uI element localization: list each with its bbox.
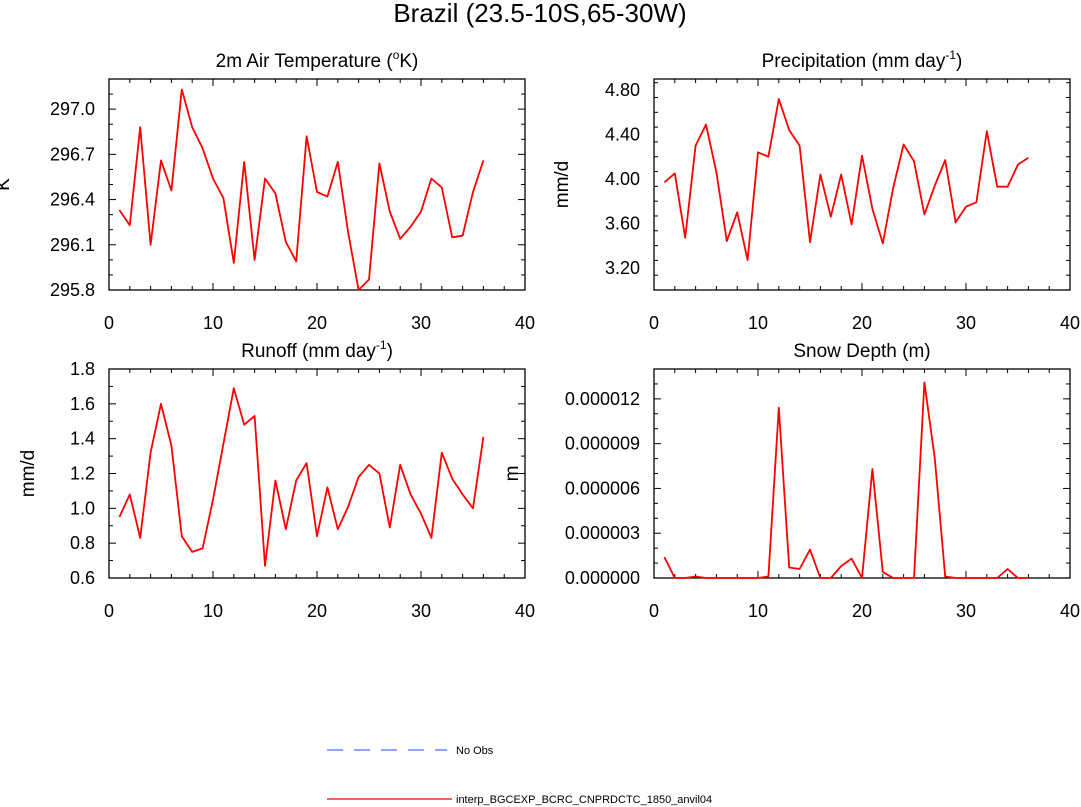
plot-frame <box>108 368 526 579</box>
legend-label-no-obs: No Obs <box>456 745 494 757</box>
x-tick-label: 30 <box>411 313 431 333</box>
plot-frame <box>653 368 1071 579</box>
y-tick-label: 0.6 <box>70 568 95 588</box>
x-tick-label: 0 <box>649 313 659 333</box>
x-tick-label: 10 <box>203 313 223 333</box>
x-tick-label: 20 <box>852 313 872 333</box>
y-tick-label: 3.20 <box>605 258 640 278</box>
x-tick-label: 0 <box>649 601 659 621</box>
series-line-temperature <box>118 88 485 291</box>
y-tick-label: 4.40 <box>605 125 640 145</box>
panel-runoff: 0 10 20 30 40 0.6 0.8 1.0 1.2 1.4 1.6 1.8 Runoff (mm… <box>18 338 535 621</box>
x-tick-label: 10 <box>203 601 223 621</box>
x-tick-label: 30 <box>956 601 976 621</box>
y-tick-label: 4.80 <box>605 80 640 100</box>
panel-precipitation: 0 10 20 30 40 3.20 3.60 4.00 4.40 4.80 Precipitati… <box>552 48 1080 333</box>
y-axis-label: mm/d <box>552 161 573 209</box>
y-tick-label: 1.4 <box>70 429 95 449</box>
y-tick-label: 3.60 <box>605 213 640 233</box>
y-tick-label: 0.000009 <box>565 434 640 454</box>
x-tick-label: 20 <box>307 601 327 621</box>
y-tick-label: 1.6 <box>70 394 95 414</box>
panel-title: Snow Depth (m) <box>793 341 930 362</box>
y-tick-label: 296.1 <box>50 235 95 255</box>
y-axis-label: K <box>0 178 14 191</box>
y-tick-label: 1.0 <box>70 498 95 518</box>
y-tick-label: 0.8 <box>70 533 95 553</box>
y-tick-label: 0.000003 <box>565 523 640 543</box>
panel-title: Runoff (mm day-1) <box>241 338 393 362</box>
series-line-snow-depth <box>663 381 1029 579</box>
plot-frame <box>653 78 1071 291</box>
series-line-runoff <box>118 387 485 567</box>
y-tick-label: 0.000012 <box>565 389 640 409</box>
y-axis-label: m <box>502 466 523 482</box>
x-tick-label: 10 <box>748 601 768 621</box>
chart-panels: 0 10 20 30 40 295.8 296.1 296.4 296.7 297.0 2m Air… <box>0 48 1080 621</box>
panel-temperature: 0 10 20 30 40 295.8 296.1 296.4 296.7 297.0 2m Air… <box>0 48 535 333</box>
figure-title: Brazil (23.5-10S,65-30W) <box>393 0 686 28</box>
x-tick-label: 0 <box>104 313 114 333</box>
x-tick-label: 20 <box>307 313 327 333</box>
y-tick-label: 0.000000 <box>565 568 640 588</box>
y-axis-label: mm/d <box>18 450 39 498</box>
series-line-precipitation <box>663 98 1029 261</box>
y-tick-label: 297.0 <box>50 99 95 119</box>
x-tick-label: 20 <box>852 601 872 621</box>
panel-snow-depth: 0 10 20 30 40 0.000000 0.000003 0.000006 0.00000… <box>502 341 1080 621</box>
panel-title: Precipitation (mm day-1) <box>762 48 963 72</box>
x-tick-label: 40 <box>1060 601 1080 621</box>
legend-label-model: interp_BGCEXP_BCRC_CNPRDCTC_1850_anvil04 <box>456 794 712 806</box>
x-tick-label: 40 <box>1060 313 1080 333</box>
y-tick-label: 295.8 <box>50 280 95 300</box>
x-tick-label: 30 <box>956 313 976 333</box>
y-tick-label: 4.00 <box>605 169 640 189</box>
y-tick-label: 296.4 <box>50 190 95 210</box>
y-tick-label: 1.2 <box>70 464 95 484</box>
x-tick-label: 40 <box>515 313 535 333</box>
y-tick-label: 0.000006 <box>565 478 640 498</box>
x-tick-label: 30 <box>411 601 431 621</box>
legend: No Obs interp_BGCEXP_BCRC_CNPRDCTC_1850_… <box>327 745 712 806</box>
panel-title: 2m Air Temperature (oK) <box>216 48 419 72</box>
x-tick-label: 40 <box>515 601 535 621</box>
x-tick-label: 10 <box>748 313 768 333</box>
y-tick-label: 296.7 <box>50 144 95 164</box>
y-tick-label: 1.8 <box>70 359 95 379</box>
x-tick-label: 0 <box>104 601 114 621</box>
